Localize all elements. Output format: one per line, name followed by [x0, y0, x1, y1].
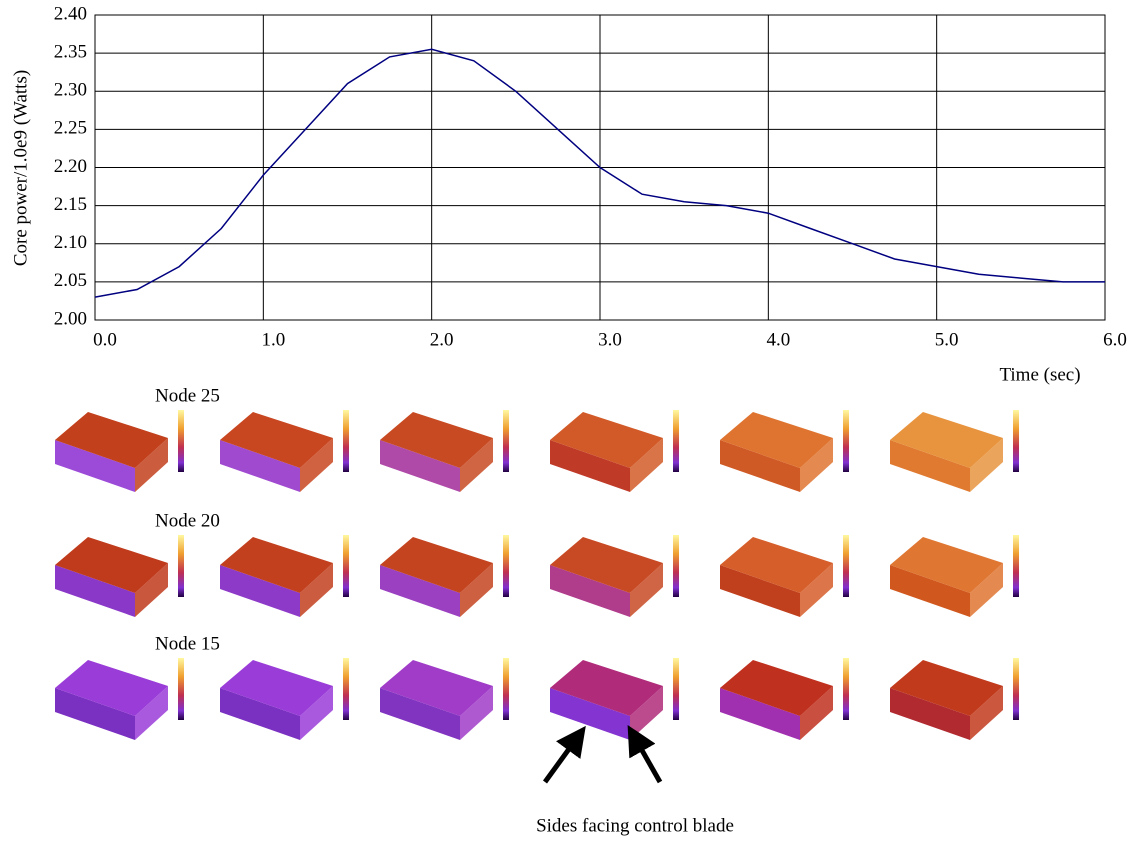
row-label: Node 25 — [155, 385, 220, 406]
arrow — [545, 738, 577, 782]
plot: 2.00 2.05 2.10 2.15 2.20 2.25 2.30 2.35 2.40 0.0 1… — [54, 3, 1127, 350]
thumbnail — [380, 410, 509, 492]
thumbnail — [890, 410, 1019, 492]
thumbnails — [55, 410, 1019, 740]
colorbar — [343, 535, 349, 597]
thumbnail — [220, 535, 349, 617]
colorbar — [503, 535, 509, 597]
thumbnail — [380, 658, 509, 740]
thumbnail — [720, 410, 849, 492]
y-tick-label: 2.20 — [54, 156, 87, 177]
colorbar — [178, 535, 184, 597]
colorbar — [843, 410, 849, 472]
y-tick-label: 2.25 — [54, 118, 87, 139]
thumbnail — [720, 535, 849, 617]
colorbar — [503, 658, 509, 720]
y-tick-label: 2.00 — [54, 308, 87, 329]
thumbnail — [55, 535, 184, 617]
colorbar — [673, 535, 679, 597]
colorbar — [503, 410, 509, 472]
thumbnail — [550, 535, 679, 617]
colorbar — [1013, 410, 1019, 472]
colorbar — [178, 410, 184, 472]
x-axis-label: Time (sec) — [999, 364, 1080, 385]
thumbnail — [220, 410, 349, 492]
y-axis-label: Core power/1.0e9 (Watts) — [10, 70, 31, 266]
thumbnail — [380, 535, 509, 617]
colorbar — [343, 658, 349, 720]
thumbnail — [550, 410, 679, 492]
thumbnail — [720, 658, 849, 740]
thumbnail — [220, 658, 349, 740]
y-tick-label: 2.10 — [54, 232, 87, 253]
colorbar — [178, 658, 184, 720]
colorbar — [843, 535, 849, 597]
thumbnail — [890, 535, 1019, 617]
colorbar — [673, 410, 679, 472]
colorbar — [1013, 535, 1019, 597]
x-tick-label: 0.0 — [93, 329, 117, 350]
x-tick-label: 2.0 — [430, 329, 454, 350]
x-tick-label: 1.0 — [261, 329, 285, 350]
thumbnail — [550, 658, 679, 740]
page: {"chart_data": {"type": "line", "y_label… — [0, 0, 1136, 843]
x-tick-label: 5.0 — [935, 329, 959, 350]
row-label: Node 20 — [155, 510, 220, 531]
colorbar — [843, 658, 849, 720]
x-tick-label: 4.0 — [766, 329, 790, 350]
x-tick-label: 6.0 — [1103, 329, 1127, 350]
x-tick-label: 3.0 — [598, 329, 622, 350]
colorbar — [673, 658, 679, 720]
row-label: Node 15 — [155, 633, 220, 654]
figure: 2.00 2.05 2.10 2.15 2.20 2.25 2.30 2.35 2.40 0.0 1… — [0, 0, 1136, 843]
arrow — [635, 738, 660, 782]
y-tick-label: 2.15 — [54, 194, 87, 215]
y-tick-label: 2.05 — [54, 270, 87, 291]
thumbnail — [55, 658, 184, 740]
thumbnail — [890, 658, 1019, 740]
y-tick-label: 2.35 — [54, 41, 87, 62]
colorbar — [343, 410, 349, 472]
annotation: Sides facing control blade — [536, 815, 734, 836]
colorbar — [1013, 658, 1019, 720]
y-tick-label: 2.30 — [54, 80, 87, 101]
thumbnail — [55, 410, 184, 492]
y-tick-label: 2.40 — [54, 3, 87, 24]
